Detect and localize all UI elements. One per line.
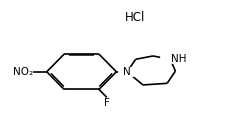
Text: NO₂: NO₂ xyxy=(13,67,33,77)
Text: F: F xyxy=(103,98,109,108)
Text: N: N xyxy=(123,67,130,77)
Text: NH: NH xyxy=(170,54,185,64)
Text: HCl: HCl xyxy=(125,11,145,24)
